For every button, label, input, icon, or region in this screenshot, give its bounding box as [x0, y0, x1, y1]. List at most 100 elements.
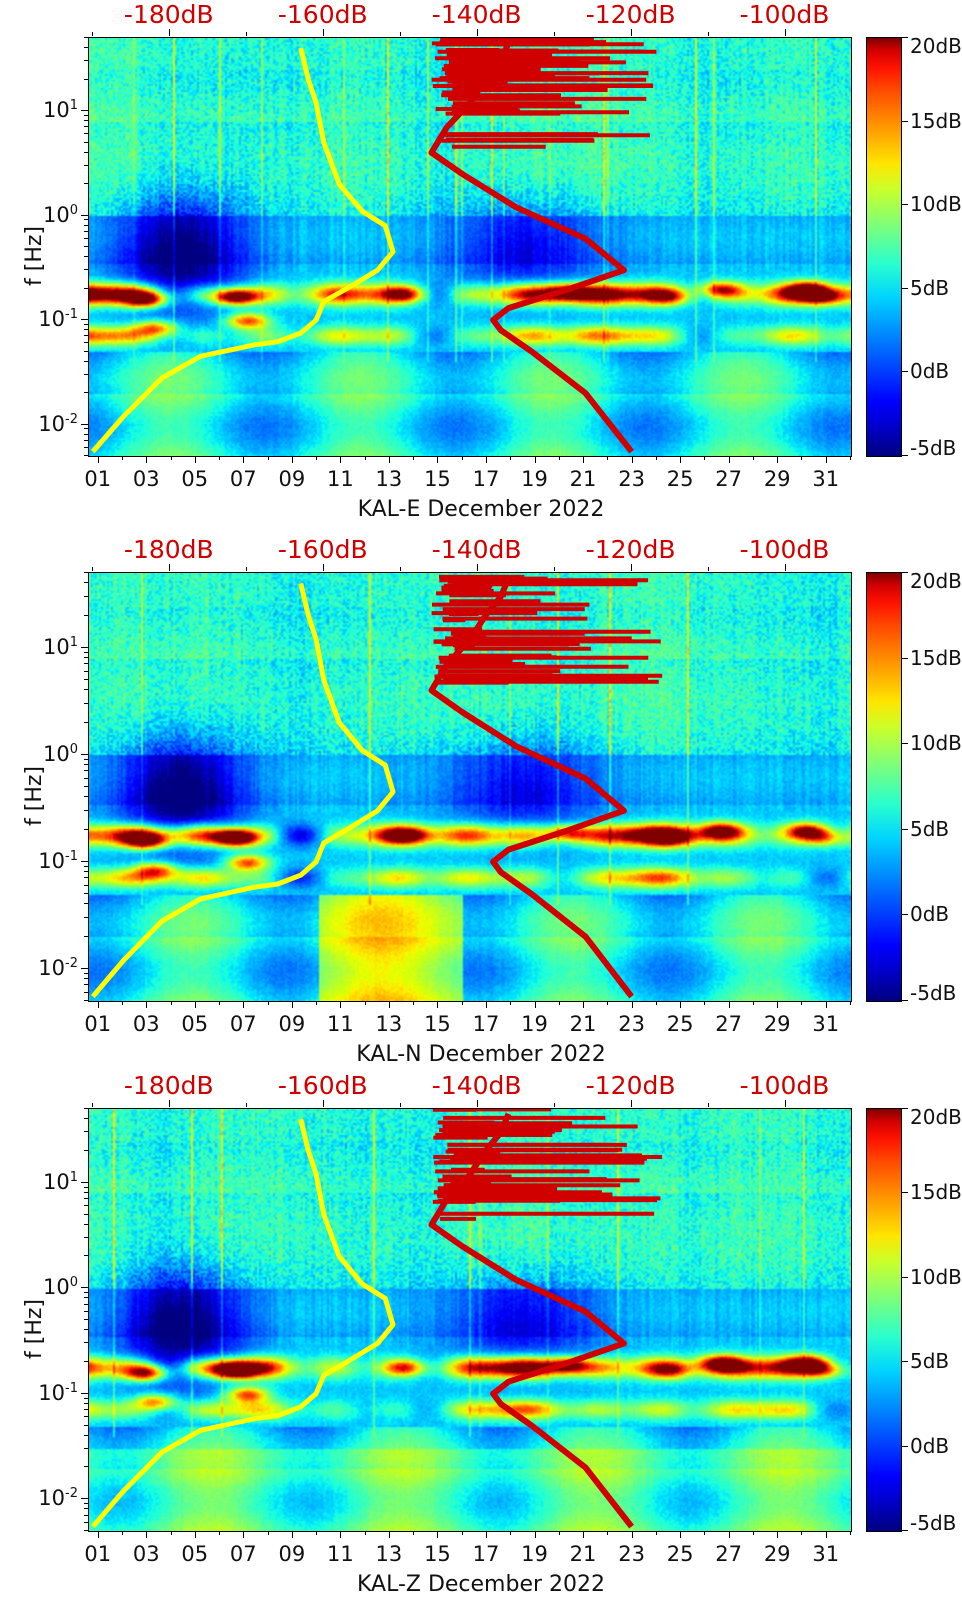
x-axis-minor-tick [801, 1531, 803, 1535]
plot-area-z[interactable] [88, 1108, 852, 1532]
y-axis-minor-tick [84, 446, 88, 448]
y-axis-tick-label: 101 [26, 1170, 78, 1194]
x-axis-minor-tick [801, 1001, 803, 1005]
x-axis-tick [485, 1001, 487, 1008]
x-axis-minor-tick [461, 456, 463, 460]
y-axis-minor-tick [84, 360, 88, 362]
top-db-axis-label: -120dB [585, 1071, 676, 1100]
y-axis-minor-tick [84, 572, 88, 573]
y-axis-minor-tick [84, 141, 88, 143]
x-axis-tick-label: 01 [84, 1542, 112, 1566]
top-db-axis-tick [784, 564, 786, 571]
colorbar-tick-label: -5dB [910, 1511, 957, 1535]
colorbar-tick [902, 1000, 908, 1001]
y-axis-minor-tick [84, 1508, 88, 1510]
x-axis-tick-label: 21 [569, 1542, 597, 1566]
x-axis-tick-label: 17 [472, 1012, 500, 1036]
colorbar-tick-label: 15dB [910, 1180, 962, 1205]
y-axis-minor-tick [84, 373, 88, 375]
x-axis-tick-label: 23 [618, 1012, 645, 1036]
x-axis-tick-label: 25 [666, 1012, 694, 1036]
top-db-axis-minor-tick [91, 32, 93, 36]
colorbar [866, 572, 902, 1002]
y-axis-minor-tick [84, 335, 88, 337]
top-db-axis-tick [476, 29, 478, 36]
x-axis-minor-tick [752, 1531, 754, 1535]
y-axis-minor-tick [84, 809, 88, 811]
y-axis-minor-tick [84, 164, 88, 166]
top-db-axis-label: -120dB [585, 535, 676, 564]
x-axis-tick-label: 31 [812, 1012, 840, 1036]
x-axis-tick [437, 1001, 439, 1008]
y-axis-tick-mantissa: 10 [38, 411, 66, 436]
y-axis-minor-tick [84, 1118, 88, 1120]
plot-area-e[interactable] [88, 37, 852, 457]
y-axis-minor-tick [84, 1409, 88, 1411]
y-axis-minor-tick [84, 786, 88, 787]
top-db-axis-label: -180dB [123, 1071, 214, 1100]
y-axis-tick-mantissa: 10 [42, 741, 70, 766]
top-db-axis-label: -160dB [277, 0, 368, 29]
top-db-axis-minor-tick [91, 1103, 93, 1107]
y-axis-minor-tick [84, 657, 88, 659]
x-axis-tick-label: 01 [84, 1012, 112, 1036]
y-axis-tick-exponent: 1 [69, 1169, 78, 1185]
y-axis-minor-tick [84, 342, 88, 344]
y-axis-tick-label: 10-1 [26, 849, 78, 873]
y-axis-minor-tick [84, 935, 88, 937]
colorbar-tick [902, 914, 908, 916]
y-axis-minor-tick [84, 916, 88, 918]
y-axis-tick-mantissa: 10 [42, 1169, 70, 1194]
x-axis-tick-label: 31 [812, 467, 840, 491]
y-axis-minor-tick [84, 1342, 88, 1344]
x-axis-minor-tick [219, 1531, 221, 1535]
x-axis-tick [631, 1531, 633, 1538]
x-axis-tick-label: 07 [229, 467, 257, 491]
top-db-axis-minor-tick [91, 567, 93, 571]
high-noise-model-curve [428, 41, 634, 454]
x-axis-tick-label: 27 [715, 1542, 743, 1566]
plot-area-n[interactable] [88, 572, 852, 1002]
x-axis-tick-label: 13 [375, 1542, 403, 1566]
low-noise-model-curve [90, 582, 396, 999]
top-db-axis-minor-tick [399, 32, 401, 36]
colorbar-tick [902, 455, 908, 456]
x-axis-tick-label: 21 [569, 467, 597, 491]
y-axis-minor-tick [84, 1236, 88, 1238]
x-axis-tick-label: 01 [84, 467, 112, 491]
x-axis-tick [583, 1531, 585, 1538]
x-axis-tick-label: 17 [472, 1542, 500, 1566]
spectrogram-image [89, 573, 851, 1001]
x-axis-minor-tick [413, 1531, 415, 1535]
y-axis-minor-tick [84, 877, 88, 879]
x-axis-minor-tick [121, 456, 123, 460]
colorbar-tick-label: 15dB [910, 108, 962, 133]
spectrogram-image [89, 1109, 851, 1531]
y-axis-minor-tick [84, 47, 88, 49]
top-db-axis-label: -120dB [585, 0, 676, 29]
top-db-axis-label: -140dB [431, 1071, 522, 1100]
colorbar-tick-label: 0dB [910, 1433, 950, 1458]
y-axis-minor-tick [84, 796, 88, 798]
y-axis-minor-tick [84, 433, 88, 435]
y-axis-tick-label: 10-1 [26, 307, 78, 331]
y-axis-minor-tick [84, 37, 88, 38]
x-axis-tick-label: 23 [618, 1542, 645, 1566]
colorbar-tick [902, 1445, 908, 1447]
colorbar-tick-label: 5dB [910, 816, 950, 841]
y-axis-minor-tick [84, 1186, 88, 1188]
x-axis-tick-label: 15 [424, 1012, 451, 1036]
y-axis-minor-tick [84, 721, 88, 723]
y-axis-minor-tick [84, 670, 88, 672]
y-axis-tick-label: 100 [26, 1275, 78, 1299]
top-db-axis-label: -160dB [277, 535, 368, 564]
x-axis-tick [146, 456, 148, 463]
x-axis-tick-label: 17 [472, 467, 500, 491]
colorbar-tick [902, 1108, 908, 1109]
y-axis-tick-label: 101 [26, 98, 78, 122]
y-axis-minor-tick [84, 1424, 88, 1426]
colorbar-tick-label: 20dB [910, 1105, 962, 1129]
top-db-axis-tick [784, 1100, 786, 1107]
